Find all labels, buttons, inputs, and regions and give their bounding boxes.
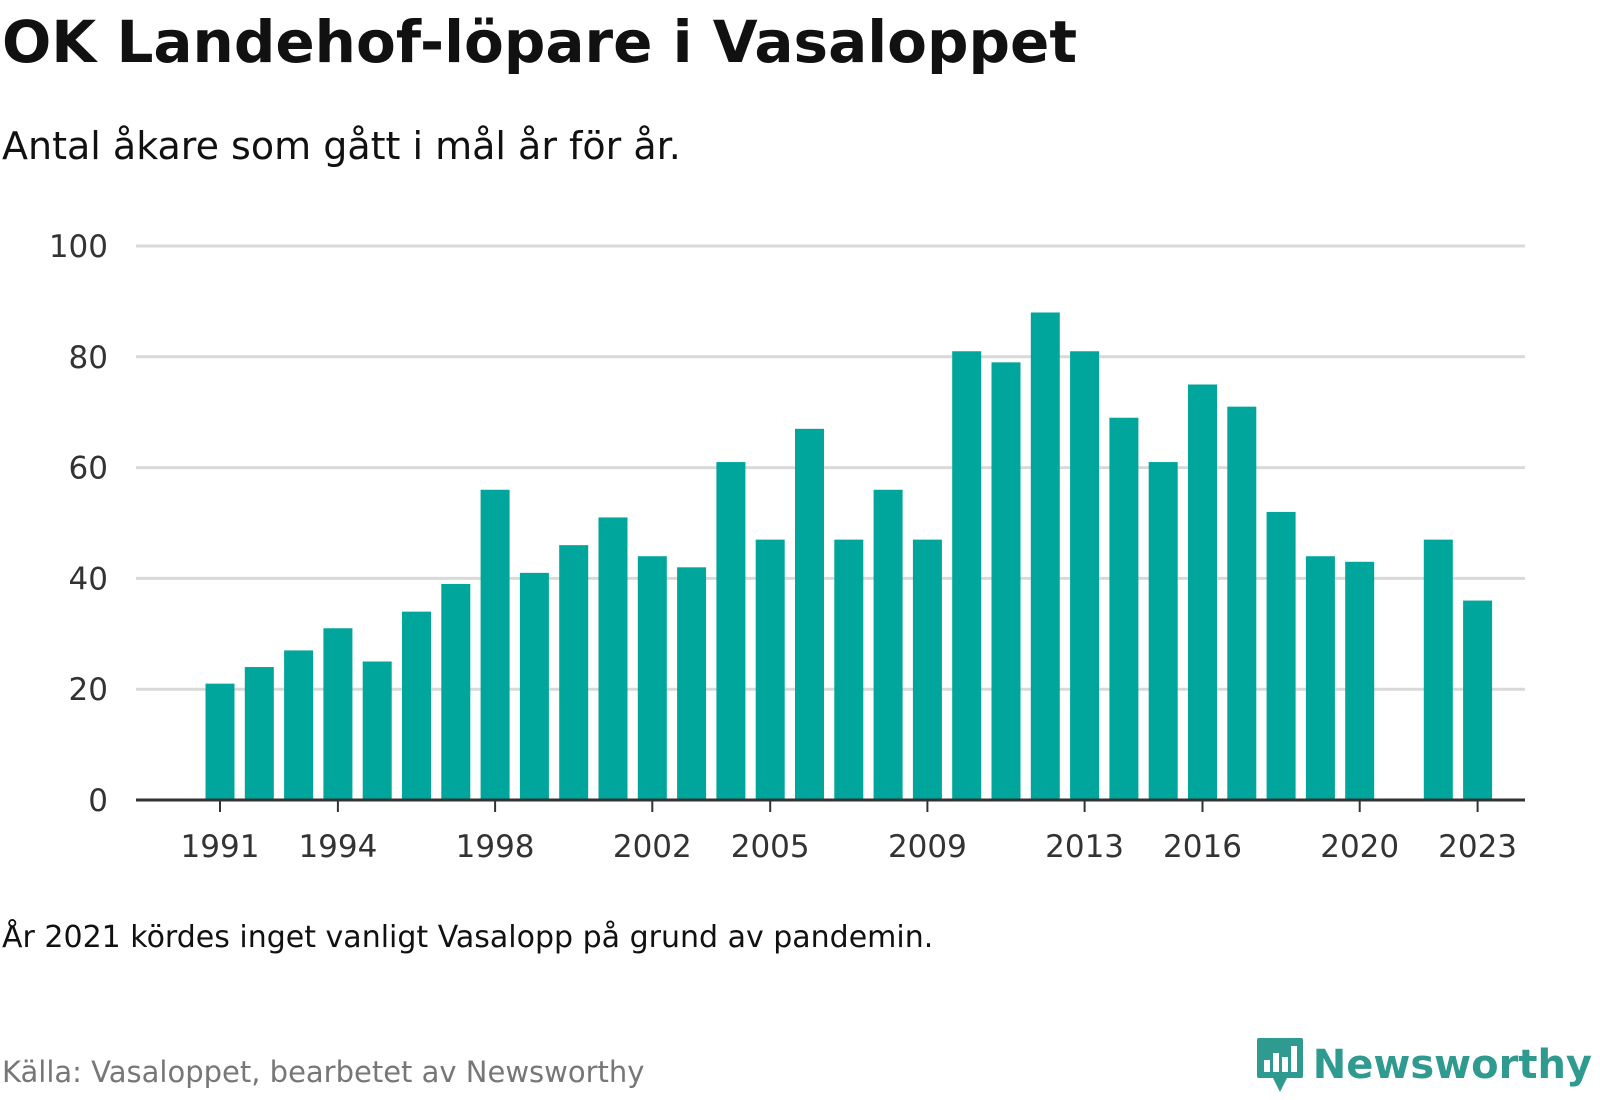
bar-1993	[284, 650, 314, 800]
bar-2000	[559, 545, 589, 800]
x-tick-label: 1998	[456, 829, 535, 865]
source-credit: Källa: Vasaloppet, bearbetet av Newswort…	[2, 1055, 645, 1089]
bar-1994	[323, 628, 353, 800]
bar-2009	[912, 539, 942, 800]
bar-2015	[1148, 462, 1178, 800]
x-tick-label: 1994	[298, 829, 377, 865]
bar-2013	[1070, 351, 1100, 800]
bar-1999	[519, 572, 549, 800]
bar-2008	[873, 489, 903, 800]
bar-1997	[441, 583, 471, 800]
x-tick-label: 2009	[888, 829, 967, 865]
y-tick-label: 40	[69, 561, 108, 597]
y-tick-label: 100	[49, 229, 108, 265]
bar-2018	[1266, 511, 1296, 800]
bar-1991	[205, 683, 235, 800]
axes: 0 20 40 60 80 100 1991 1994 1998 2002 2005 2009 2013…	[49, 229, 1525, 865]
bar-2020	[1345, 561, 1375, 800]
y-tick-label: 20	[69, 672, 108, 708]
bar-2017	[1227, 406, 1257, 800]
bar-chart: 0 20 40 60 80 100 1991 1994 1998 2002 2005 2009 2013…	[49, 229, 1525, 865]
bar-2014	[1109, 417, 1139, 800]
x-tick-label: 2005	[731, 829, 810, 865]
bar-2002	[637, 556, 667, 800]
bar-2019	[1305, 556, 1335, 800]
bar-1995	[362, 661, 392, 800]
bar-1992	[244, 667, 274, 800]
bar-2012	[1030, 312, 1060, 800]
bar-2005	[755, 539, 785, 800]
chart-subtitle: Antal åkare som gått i mål år för år.	[2, 124, 681, 168]
chart-note: År 2021 kördes inget vanligt Vasalopp på…	[2, 920, 934, 955]
bar-1996	[402, 611, 431, 800]
bar-2016	[1188, 384, 1217, 800]
bar-1998	[480, 489, 510, 800]
y-tick-label: 0	[88, 783, 108, 819]
brand-name: Newsworthy	[1312, 1042, 1592, 1088]
y-tick-label: 80	[69, 340, 108, 376]
bar-2004	[716, 462, 746, 800]
chart-title: OK Landehof-löpare i Vasaloppet	[2, 8, 1078, 76]
x-tick-label: 2023	[1438, 829, 1517, 865]
bar-2023	[1463, 600, 1493, 800]
bar-2006	[795, 428, 824, 800]
bar-2001	[598, 517, 628, 800]
x-tick-label: 2020	[1320, 829, 1399, 865]
x-tick-label: 1991	[181, 829, 260, 865]
bar-2022	[1423, 539, 1453, 800]
bar-2007	[834, 539, 864, 800]
x-tick-label: 2013	[1045, 829, 1124, 865]
x-tick-label: 2016	[1163, 829, 1242, 865]
bar-2010	[952, 351, 982, 800]
y-tick-label: 60	[69, 451, 108, 487]
x-tick-label: 2002	[613, 829, 692, 865]
bar-2003	[677, 567, 707, 800]
bar-chart-icon	[1256, 1038, 1303, 1092]
brand-logo[interactable]: Newsworthy	[1255, 1036, 1592, 1094]
bar-2011	[991, 362, 1021, 800]
bars	[205, 312, 1493, 800]
